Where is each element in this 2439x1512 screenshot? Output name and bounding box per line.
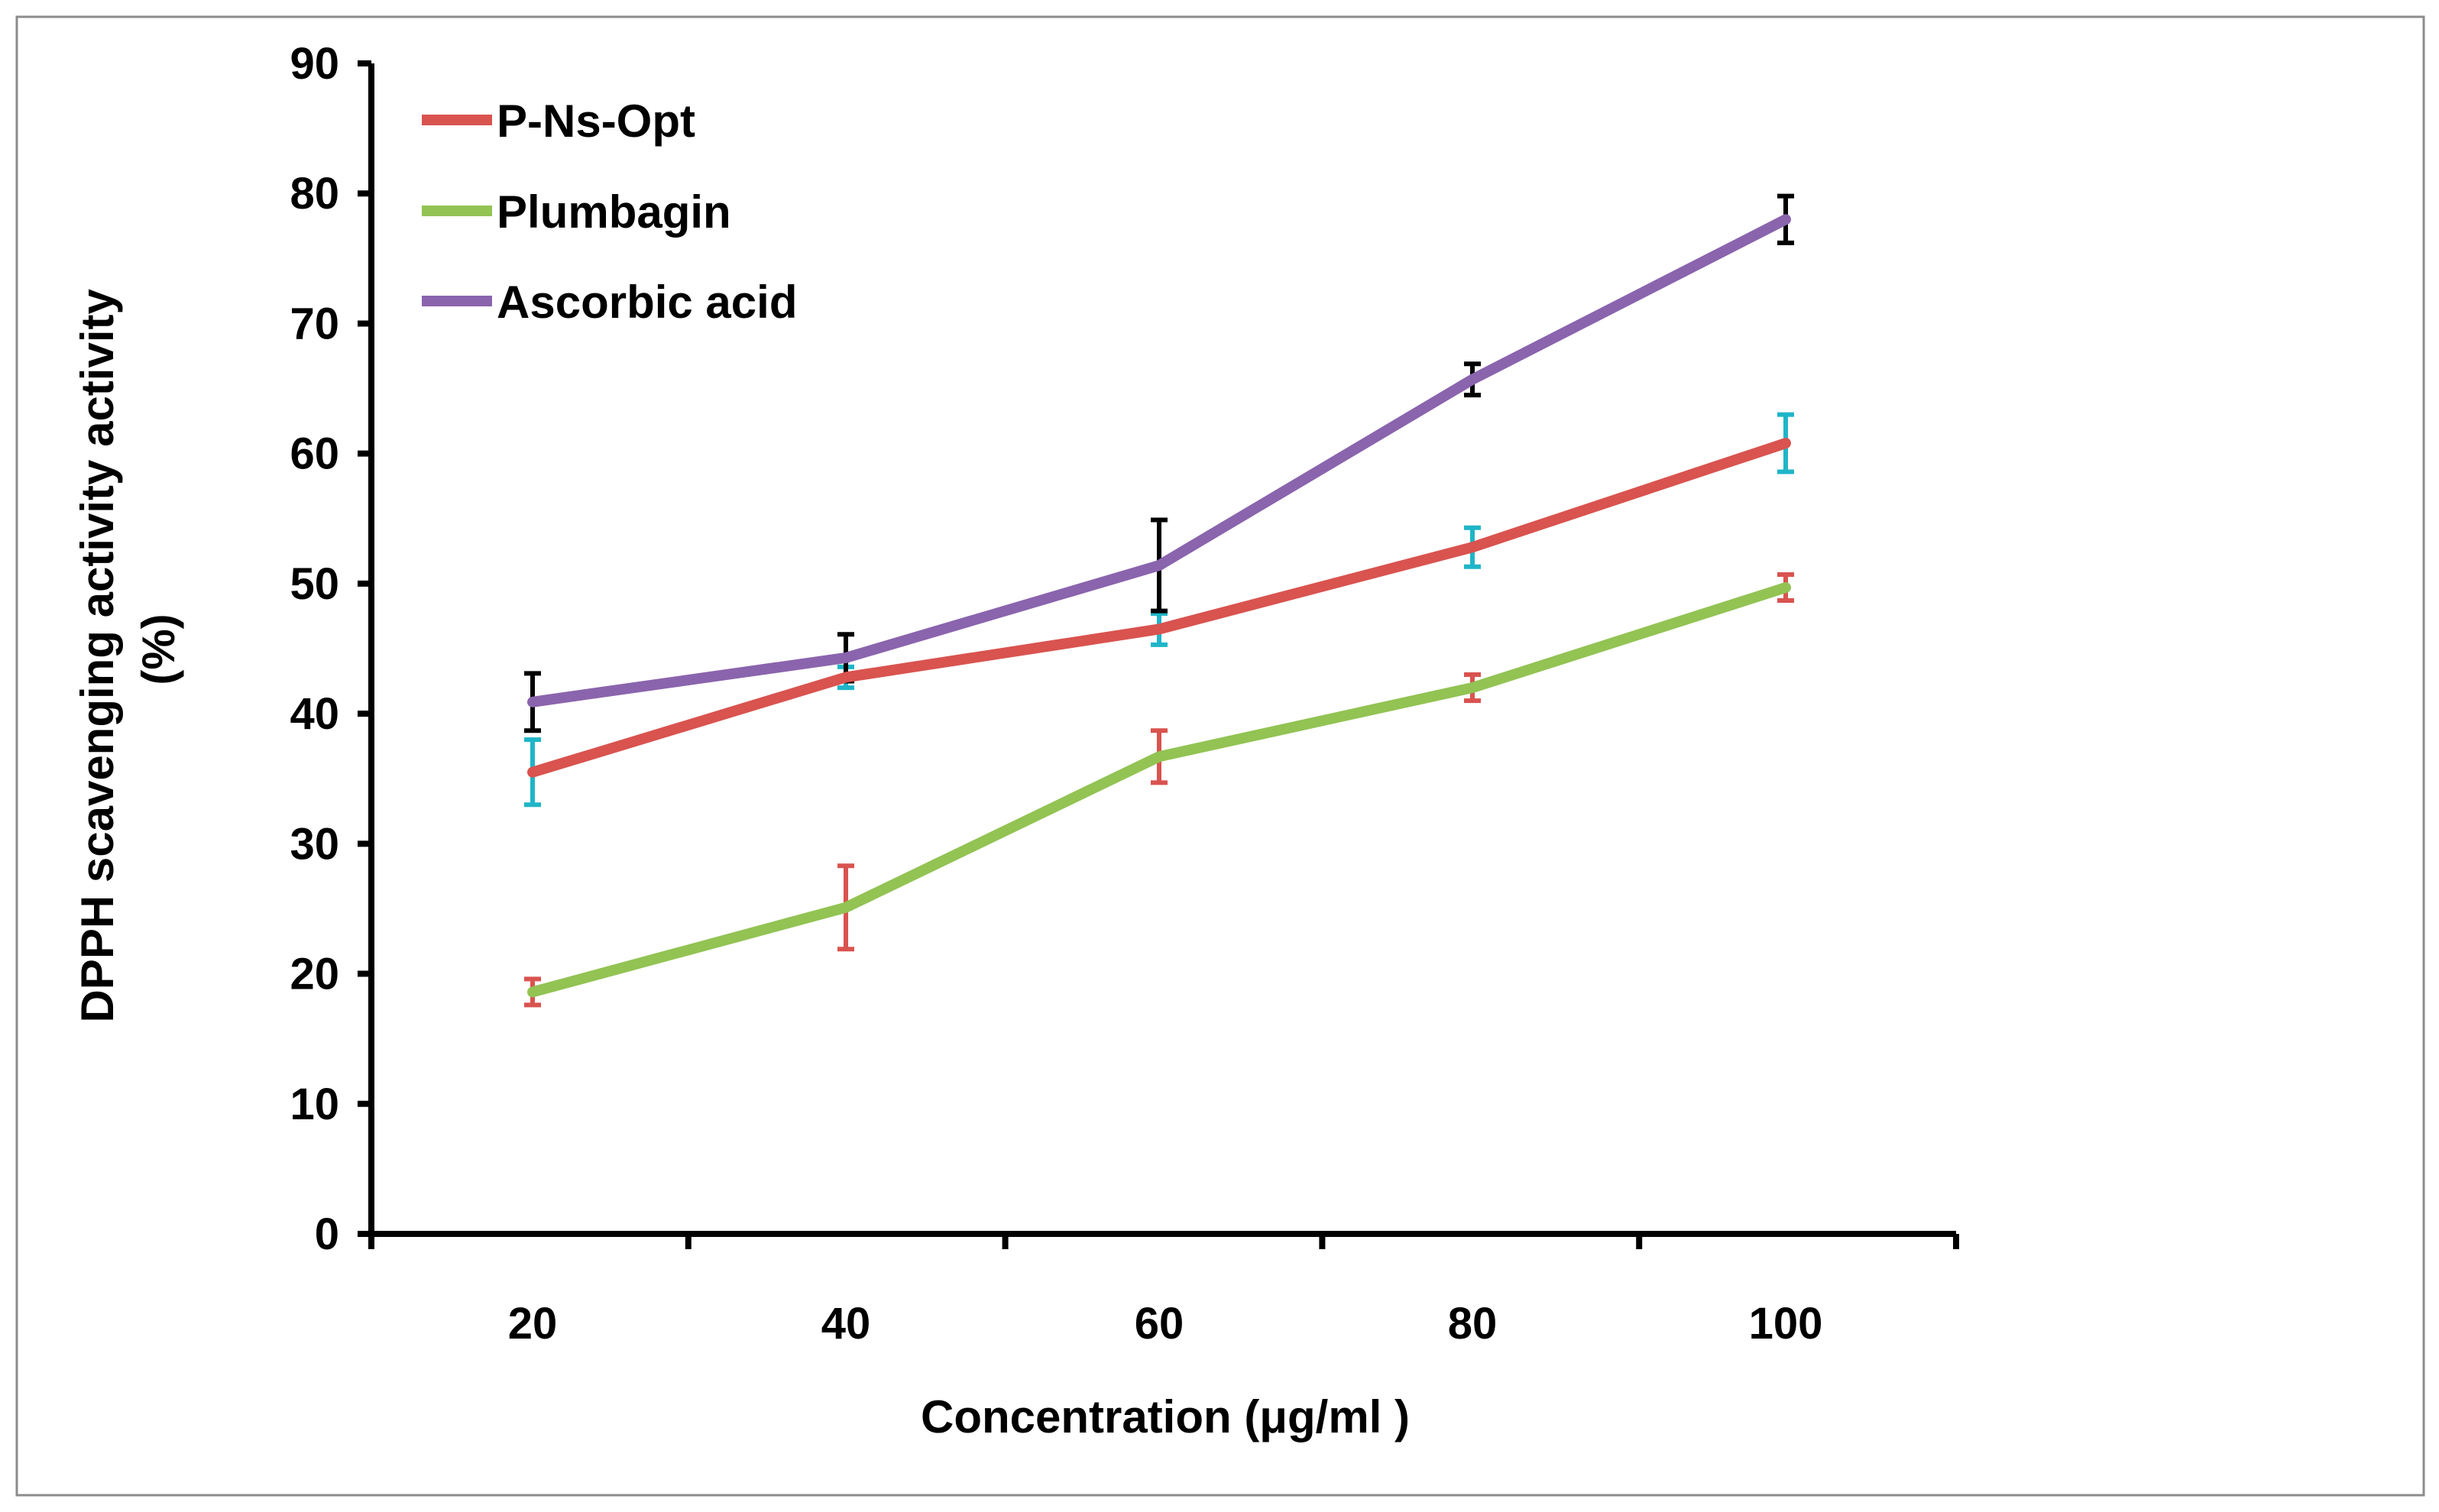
x-tick-label-20: 20 xyxy=(508,1299,558,1348)
y-tick-label-10: 10 xyxy=(290,1080,339,1129)
y-tick-label-70: 70 xyxy=(290,299,339,348)
series-line-p-ns-opt xyxy=(527,438,1791,778)
y-axis-title-line-2: (%) xyxy=(133,614,184,685)
y-tick-label-90: 90 xyxy=(290,39,339,89)
y-tick-label-30: 30 xyxy=(290,819,339,869)
series-line-ascorbic-acid xyxy=(527,214,1791,707)
x-tick-label-80: 80 xyxy=(1448,1299,1498,1348)
legend: P-Ns-Opt Plumbagin Ascorbic acid xyxy=(422,96,798,328)
y-tick-label-40: 40 xyxy=(290,689,339,739)
y-tick-label-20: 20 xyxy=(290,950,339,999)
x-tick-label-100: 100 xyxy=(1749,1299,1823,1348)
figure-border xyxy=(15,15,2425,1497)
y-tick-label-60: 60 xyxy=(290,429,339,479)
series-line-plumbagin xyxy=(527,581,1791,998)
y-tick-label-50: 50 xyxy=(290,559,339,609)
y-axis-title-line-1: DPPH scavenging activity activity xyxy=(72,289,123,1023)
y-tick-label-80: 80 xyxy=(290,169,339,219)
x-ticks: 20 40 60 80 100 xyxy=(368,1234,1959,1348)
axes xyxy=(368,63,1956,1237)
y-tick-label-0: 0 xyxy=(315,1209,339,1259)
legend-label-p-ns-opt: P-Ns-Opt xyxy=(497,96,695,147)
legend-label-plumbagin: Plumbagin xyxy=(497,186,731,238)
legend-label-ascorbic-acid: Ascorbic acid xyxy=(497,277,798,328)
x-tick-label-40: 40 xyxy=(821,1299,871,1348)
series-lines xyxy=(527,214,1791,998)
y-axis-title: DPPH scavenging activity activity (%) xyxy=(72,276,184,1022)
x-axis-title: Concentration (μg/ml ) xyxy=(921,1391,1410,1442)
x-tick-label-60: 60 xyxy=(1135,1299,1184,1348)
y-ticks: 0 10 20 30 40 50 60 70 80 90 xyxy=(290,39,371,1259)
